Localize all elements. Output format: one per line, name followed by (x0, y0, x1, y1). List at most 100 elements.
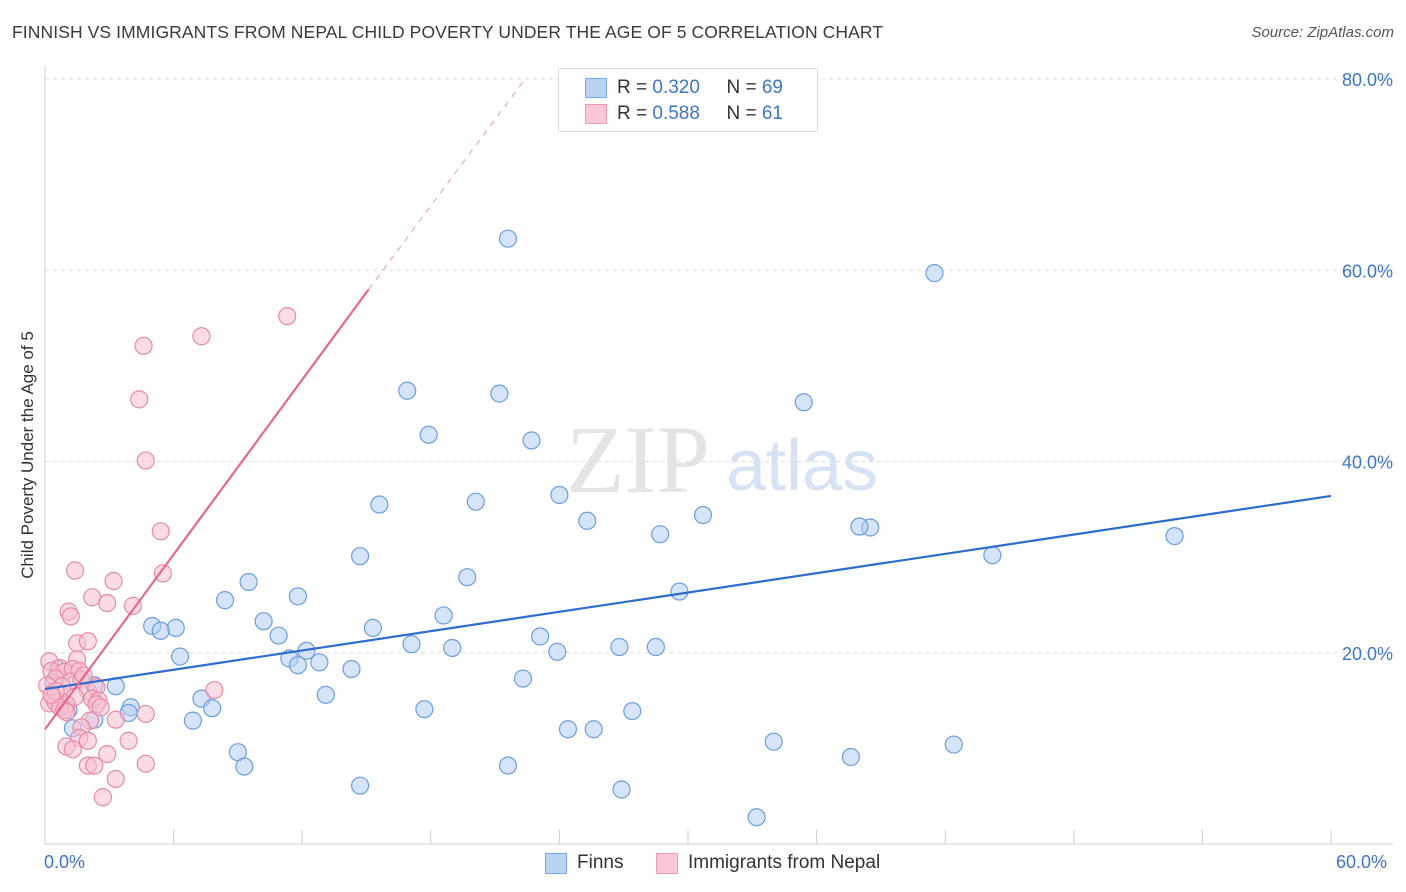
nepal-point (63, 740, 82, 759)
finns-point (458, 568, 477, 587)
finns-point (269, 626, 288, 645)
nepal-point (119, 731, 138, 750)
nepal-point (91, 698, 110, 717)
finns-point (415, 700, 434, 719)
finns-point (288, 587, 308, 606)
finns-point (764, 732, 783, 751)
y-tick-labels: 20.0% 40.0% 60.0% 80.0% (1342, 70, 1393, 664)
finns-point (342, 659, 361, 679)
finns-point (1165, 526, 1184, 546)
correlation-legend: R = 0.320 N = 69 R = 0.588 N = 61 (558, 68, 818, 132)
nepal-point (151, 522, 170, 541)
finns-point (531, 627, 550, 646)
finns-point (466, 492, 485, 511)
nepal-point (130, 390, 149, 409)
finns-point (254, 612, 273, 631)
finns-point (693, 505, 713, 525)
finns-point (370, 495, 389, 514)
finns-point (522, 431, 541, 450)
watermark-atlas: atlas (726, 426, 878, 506)
finns-point (434, 606, 453, 625)
nepal-point (61, 607, 80, 626)
nepal-point (78, 731, 97, 750)
nepal-point (205, 680, 224, 700)
finns-point (170, 647, 190, 666)
finns-point (443, 638, 462, 658)
nepal-point (278, 307, 297, 326)
bottom-legend-nepal-label: Immigrants from Nepal (688, 852, 881, 873)
y-tick-label: 20.0% (1342, 644, 1393, 664)
series-nepal (38, 307, 297, 807)
trend-line-nepal (44, 288, 370, 730)
trend-line-finns (44, 494, 1332, 691)
watermark-zip: ZIP (566, 406, 710, 513)
finns-point (316, 685, 335, 704)
finns-point (183, 711, 202, 730)
nepal-point (57, 702, 76, 722)
finns-point (350, 547, 370, 566)
nepal-point (65, 561, 85, 580)
finns-point (402, 635, 421, 654)
finns-point (646, 637, 665, 657)
watermark: ZIP atlas (566, 406, 878, 513)
finns-point (944, 735, 963, 754)
finns-point (513, 669, 533, 688)
nepal-point (78, 632, 97, 651)
nepal-point (98, 745, 117, 764)
finns-point (841, 747, 860, 767)
finns-point (747, 808, 766, 827)
series-finns (44, 229, 1184, 827)
finns-point (288, 656, 308, 675)
finns-point (850, 517, 869, 536)
finns-point (670, 582, 689, 601)
nepal-point (106, 710, 125, 729)
nepal-point (93, 788, 112, 807)
finns-point (548, 642, 567, 661)
finns-point (498, 229, 518, 248)
finns-point (558, 720, 578, 739)
nepal-point (136, 754, 155, 773)
finns-point (166, 618, 185, 637)
finns-point (203, 699, 222, 718)
finns-point (983, 546, 1002, 565)
nepal-point (153, 564, 172, 583)
y-tick-label: 80.0% (1342, 70, 1393, 90)
trend-line-nepal-extension (368, 78, 526, 290)
bottom-legend-swatch-nepal (656, 853, 678, 874)
legend-finns-n-value: 69 (761, 77, 783, 98)
axes (44, 66, 1393, 845)
legend-swatch-nepal (585, 104, 607, 124)
finns-point (550, 485, 569, 505)
finns-point (925, 264, 944, 283)
finns-point (498, 756, 518, 775)
finns-point (794, 393, 813, 412)
legend-nepal-r-value: 0.588 (652, 103, 700, 124)
finns-point (419, 425, 438, 444)
bottom-legend-finns-label: Finns (577, 852, 624, 873)
y-tick-label: 60.0% (1342, 261, 1393, 281)
y-tick-label: 40.0% (1342, 453, 1393, 473)
finns-point (490, 384, 509, 403)
legend-nepal-n-value: 61 (761, 103, 783, 124)
legend-finns-r-value: 0.320 (652, 77, 700, 98)
nepal-point (104, 571, 123, 591)
finns-point (584, 720, 603, 739)
nepal-point (136, 451, 155, 470)
nepal-point (192, 327, 211, 346)
nepal-point (136, 704, 155, 724)
finns-point (151, 621, 170, 640)
legend-swatch-finns (585, 78, 607, 98)
legend-nepal-r-label: R = (617, 103, 653, 124)
source-label: Source: ZipAtlas.com (1251, 24, 1394, 41)
finns-point (398, 381, 417, 400)
finns-point (363, 618, 383, 637)
x-tick-max: 60.0% (1336, 852, 1388, 872)
finns-point (350, 776, 370, 795)
nepal-point (85, 756, 104, 775)
nepal-point (123, 596, 142, 615)
trend-lines (44, 78, 1332, 730)
finns-point (610, 637, 629, 657)
finns-point (623, 701, 642, 721)
finns-point (651, 525, 670, 544)
